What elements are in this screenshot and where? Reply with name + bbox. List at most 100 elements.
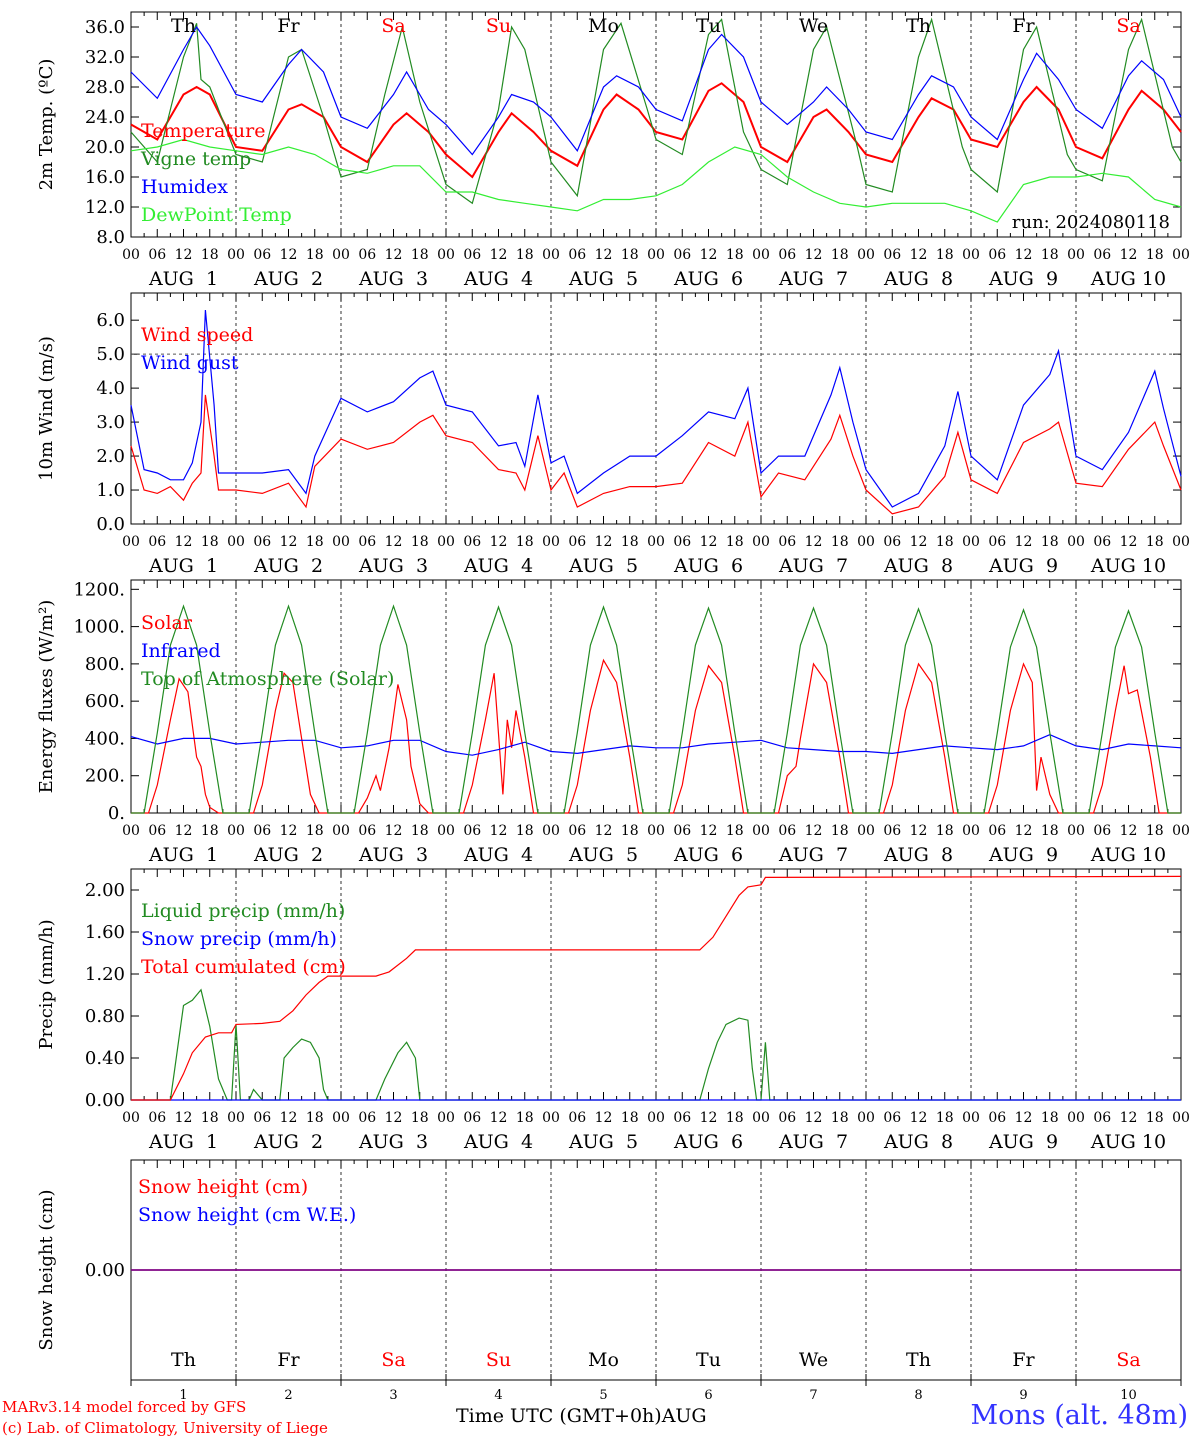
date-label: AUG 10 [1090,1131,1166,1153]
panel-3 [130,579,1182,814]
day-name: Su [486,1349,511,1371]
hour-tick-label: 00 [332,247,350,263]
hour-tick-label: 12 [910,534,928,550]
hour-tick-label: 06 [988,823,1006,839]
y-tick-label: 4.0 [96,378,125,399]
day-name: Fr [1012,1349,1035,1371]
date-label: AUG 5 [568,268,638,290]
y-tick-label: 0.00 [85,1090,125,1111]
y-tick-label: 3.0 [96,412,125,433]
day-name: Sa [1116,15,1140,37]
hour-tick-label: 12 [385,247,403,263]
hour-tick-label: 06 [463,247,481,263]
hour-tick-label: 18 [726,1110,744,1126]
date-label: AUG 7 [778,844,848,866]
date-label: AUG 10 [1090,844,1166,866]
date-label: AUG 3 [358,844,428,866]
hour-tick-label: 00 [122,534,140,550]
hour-tick-label: 00 [122,823,140,839]
hour-tick-label: 00 [542,823,560,839]
hour-tick-label: 06 [253,534,271,550]
hour-tick-label: 00 [542,534,560,550]
hour-tick-label: 00 [332,823,350,839]
hour-tick-label: 12 [595,823,613,839]
hour-tick-label: 12 [1015,534,1033,550]
date-label: AUG 3 [358,1131,428,1153]
legend-entry: Solar [141,612,193,634]
y-tick-label: 1200. [73,579,125,600]
day-number: 3 [389,1388,397,1403]
hour-tick-label: 06 [463,823,481,839]
day-number: 10 [1120,1388,1137,1403]
hour-tick-label: 12 [595,1110,613,1126]
series-line [130,734,1182,756]
hour-tick-label: 00 [752,247,770,263]
hour-tick-label: 12 [490,247,508,263]
hour-tick-label: 00 [227,1110,245,1126]
series-line [130,309,1182,508]
series-line [130,394,1182,515]
day-name: Su [486,15,511,37]
hour-tick-label: 12 [595,247,613,263]
y-tick-label: 0.80 [85,1006,125,1027]
hour-tick-label: 00 [647,534,665,550]
hour-tick-label: 12 [175,534,193,550]
hour-tick-label: 18 [516,1110,534,1126]
hour-tick-label: 18 [621,1110,639,1126]
hour-tick-label: 18 [411,534,429,550]
hour-tick-label: 06 [253,823,271,839]
date-label: AUG 2 [253,1131,323,1153]
series-line [131,604,1181,814]
y-tick-label: 200. [85,766,125,787]
hour-tick-label: 06 [1093,1110,1111,1126]
hour-tick-label: 06 [358,823,376,839]
y-tick-label: 1000. [73,617,125,638]
date-label: AUG 3 [358,268,428,290]
day-name: We [799,1349,828,1371]
series-line [130,82,1182,179]
day-name: Sa [381,15,405,37]
hour-tick-label: 06 [988,247,1006,263]
hour-tick-label: 18 [621,534,639,550]
hour-tick-label: 18 [1041,534,1059,550]
hour-tick-label: 12 [175,247,193,263]
hour-tick-label: 00 [227,534,245,550]
hour-tick-label: 06 [778,247,796,263]
hour-tick-label: 12 [490,823,508,839]
series-line [130,17,1182,205]
day-name: Fr [1012,15,1035,37]
hour-tick-label: 12 [700,823,718,839]
hour-tick-label: 06 [148,534,166,550]
hour-tick-label: 00 [1067,534,1085,550]
hour-tick-label: 18 [201,247,219,263]
day-name: Th [906,15,931,37]
day-name: Fr [277,15,300,37]
day-number: 6 [704,1388,712,1403]
date-label: AUG 4 [463,555,533,577]
hour-tick-label: 18 [621,247,639,263]
hour-tick-label: 12 [385,1110,403,1126]
hour-tick-label: 12 [280,823,298,839]
y-tick-label: 0.0 [96,514,125,535]
hour-tick-label: 00 [122,1110,140,1126]
hour-tick-label: 18 [411,823,429,839]
day-number: 4 [494,1388,502,1403]
legend-entry: Wind speed [141,324,253,346]
day-name: We [799,15,828,37]
hour-tick-label: 00 [332,1110,350,1126]
date-label: AUG 10 [1090,555,1166,577]
date-label: AUG 7 [778,555,848,577]
hour-tick-label: 06 [148,247,166,263]
legend-entry: Top of Atmosphere (Solar) [141,668,394,690]
series-line [130,25,1182,156]
y-axis-label: 10m Wind (m/s) [36,336,57,481]
hour-tick-label: 18 [306,1110,324,1126]
day-name: Th [171,15,196,37]
legend-entry: Snow precip (mm/h) [141,928,337,950]
hour-tick-label: 12 [910,247,928,263]
hour-tick-label: 18 [831,247,849,263]
y-tick-label: 800. [85,654,125,675]
date-label: AUG 10 [1090,268,1166,290]
hour-tick-label: 00 [647,1110,665,1126]
